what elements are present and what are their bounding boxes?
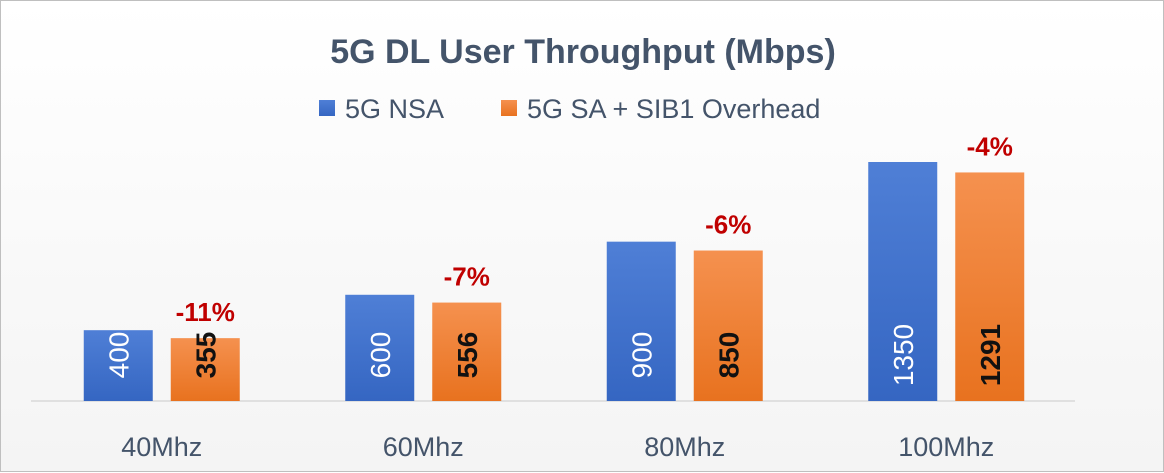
data-label-nsa-80mhz: 900 [626,332,657,379]
bar-sa-80mhz [693,250,763,401]
delta-label-100mhz: -4% [967,131,1013,161]
bar-sa-40mhz [170,338,240,401]
delta-label-60mhz: -7% [444,262,490,292]
data-label-sa-60mhz: 556 [452,332,483,379]
data-label-nsa-100mhz: 1350 [888,324,919,386]
delta-label-40mhz: -11% [176,297,235,327]
data-label-sa-80mhz: 850 [713,332,744,379]
data-label-nsa-40mhz: 400 [103,332,134,379]
plot-area: 40Mhz 400 355 -11% 60Mhz 600 556 -7% 80Mhz 900 850… [83,131,1025,462]
chart-title: 5G DL User Throughput (Mbps) [330,33,836,71]
x-tick-label-60mhz: 60Mhz [383,432,464,462]
x-tick-label-80mhz: 80Mhz [644,432,725,462]
bar-nsa-80mhz [606,241,676,401]
legend: 5G NSA 5G SA + SIB1 Overhead [319,94,820,124]
bar-nsa-60mhz [345,294,415,401]
bar-nsa-40mhz [83,330,153,401]
legend-swatch-5g-nsa [319,100,335,116]
bar-sa-60mhz [432,302,502,401]
data-label-sa-40mhz: 355 [190,332,221,379]
delta-label-80mhz: -6% [705,210,751,240]
legend-label-5g-sa: 5G SA + SIB1 Overhead [527,94,820,124]
legend-swatch-5g-sa [501,100,517,116]
data-label-nsa-60mhz: 600 [365,332,396,379]
legend-label-5g-nsa: 5G NSA [345,94,444,124]
bar-sa-100mhz [955,172,1025,401]
bar-nsa-100mhz [868,162,938,401]
data-label-sa-100mhz: 1291 [975,324,1006,386]
x-tick-label-40mhz: 40Mhz [121,432,202,462]
x-tick-label-100mhz: 100Mhz [898,432,994,462]
